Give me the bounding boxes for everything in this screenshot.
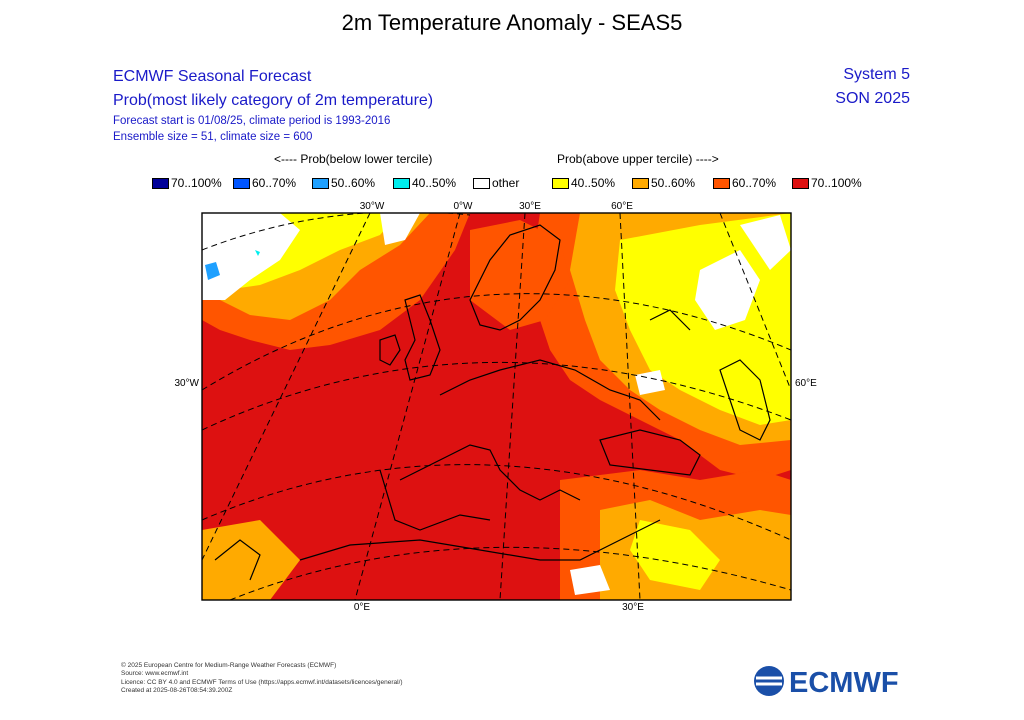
latitude-line <box>202 361 791 431</box>
legend-label: 50..60% <box>331 176 376 190</box>
coastline-scandinavia <box>469 224 561 331</box>
coastline-caspian <box>719 359 771 441</box>
legend-label: 60..70% <box>732 176 777 190</box>
legend-label: 60..70% <box>252 176 297 190</box>
latitude-line <box>229 546 791 600</box>
map-axis-labels: 30°W 0°W 30°E 60°E 0°E 30°E 30°W 60°E <box>174 201 817 613</box>
legend-item: 60..70% <box>713 176 776 190</box>
left-lat-label: 30°W <box>174 378 199 389</box>
ecmwf-logo: ECMWF <box>754 666 899 698</box>
legend-item: 40..50% <box>552 176 615 190</box>
legend-item: 60..70% <box>233 176 296 190</box>
legend-swatch <box>792 177 809 189</box>
bottom-lon-label: 30°E <box>622 602 644 613</box>
legend-item: 40..50% <box>393 176 456 190</box>
coastline-britain <box>404 294 441 381</box>
legend-label: 70..100% <box>811 176 862 190</box>
forecast-header: ECMWF Seasonal Forecast <box>113 68 312 85</box>
legend-swatch <box>312 177 329 189</box>
orange-red-zone-scandinavia <box>470 220 570 330</box>
above-tercile-note: Prob(above upper tercile) ----> <box>557 152 719 166</box>
legend-label: other <box>492 176 520 190</box>
coastline-ireland <box>379 334 401 366</box>
logo-circle <box>754 666 784 696</box>
footer-licence: Licence: CC BY 4.0 and ECMWF Terms of Us… <box>121 678 403 686</box>
logo-stripes <box>756 676 782 686</box>
legend-label: 40..50% <box>412 176 457 190</box>
graticule <box>202 213 791 600</box>
latitude-line <box>202 213 471 251</box>
map-field <box>202 213 791 600</box>
footer-created: Created at 2025-08-26T08:54:39.200Z <box>121 686 233 694</box>
latitude-line <box>202 464 791 541</box>
coastlines <box>214 224 771 581</box>
longitude-line <box>202 213 371 561</box>
footer-credits: © 2025 European Centre for Medium-Range … <box>121 662 403 695</box>
legend-swatch <box>632 177 649 189</box>
coastline-west-africa <box>214 539 261 581</box>
top-lon-label: 0°W <box>454 201 474 212</box>
footer-source: Source: www.ecmwf.int <box>121 670 189 678</box>
footer-copyright: © 2025 European Centre for Medium-Range … <box>121 662 337 669</box>
color-legend: 70..100% 60..70% 50..60% 40..50% other 4… <box>152 176 872 192</box>
longitude-line <box>354 213 461 600</box>
product-description: Prob(most likely category of 2m temperat… <box>113 92 434 109</box>
forecast-start-info: Forecast start is 01/08/25, climate peri… <box>113 115 391 127</box>
legend-swatch <box>552 177 569 189</box>
right-lat-label: 60°E <box>795 378 817 389</box>
white-zone-south <box>570 565 610 595</box>
legend-label: 50..60% <box>651 176 696 190</box>
legend-swatch <box>393 177 410 189</box>
legend-swatch <box>233 177 250 189</box>
coastline-europe-north <box>439 359 661 421</box>
white-zone-russia-north <box>740 215 791 270</box>
coastline-black-sea <box>599 429 701 476</box>
top-lon-label: 30°E <box>519 201 541 212</box>
legend-swatch <box>152 177 169 189</box>
logo-text: ECMWF <box>789 667 899 698</box>
page-title: 2m Temperature Anomaly - SEAS5 <box>341 10 683 35</box>
system-label: System 5 <box>843 66 910 83</box>
coastline-mediterranean <box>399 444 581 501</box>
longitude-line <box>719 213 791 391</box>
coastline-north-africa <box>299 519 661 561</box>
top-lon-label: 30°W <box>360 201 385 212</box>
legend-item: 70..100% <box>792 176 862 190</box>
coastline-iberia <box>379 469 491 531</box>
orange-zone-southwest <box>202 520 300 600</box>
legend-item: 70..100% <box>152 176 222 190</box>
white-zone-north <box>380 213 420 245</box>
ecmwf-logo-mark <box>754 666 784 696</box>
legend-swatch <box>473 177 490 189</box>
yellow-zone-middleeast <box>630 520 720 590</box>
latitude-line <box>202 293 791 391</box>
bottom-lon-label: 0°E <box>354 602 371 613</box>
top-lon-label: 60°E <box>611 201 633 212</box>
legend-label: 70..100% <box>171 176 222 190</box>
ensemble-info: Ensemble size = 51, climate size = 600 <box>113 131 313 143</box>
cyan-speck <box>255 250 260 256</box>
map-frame <box>201 212 792 601</box>
longitude-line <box>619 213 641 600</box>
legend-label: 40..50% <box>571 176 616 190</box>
white-zone-russia <box>695 250 760 330</box>
season-label: SON 2025 <box>835 90 910 107</box>
legend-item: 50..60% <box>312 176 375 190</box>
coastline-russia <box>649 309 691 331</box>
legend-item: other <box>473 176 519 190</box>
legend-swatch <box>713 177 730 189</box>
below-tercile-note: <---- Prob(below lower tercile) <box>274 152 433 166</box>
white-zone-greenland <box>202 213 300 300</box>
blue-zone-greenland <box>205 262 220 280</box>
longitude-line <box>499 213 526 600</box>
legend-item: 50..60% <box>632 176 695 190</box>
